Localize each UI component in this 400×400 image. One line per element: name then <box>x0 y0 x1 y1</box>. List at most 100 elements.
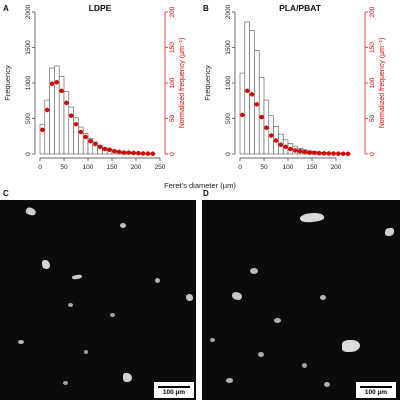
y2-tick-label: 50 <box>369 115 376 123</box>
normalized-point <box>83 134 88 140</box>
normalized-point <box>273 138 279 143</box>
x-tick-label: 150 <box>107 164 118 171</box>
normalized-point <box>150 151 156 156</box>
particle <box>120 223 126 228</box>
normalized-point <box>316 150 322 156</box>
normalized-point <box>345 151 351 157</box>
normalized-point <box>59 88 64 94</box>
normalized-point <box>88 138 93 144</box>
normalized-point <box>131 150 136 156</box>
x-tick-label: 0 <box>238 164 242 171</box>
particle <box>25 206 37 217</box>
normalized-point <box>264 125 269 130</box>
normalized-point <box>112 148 117 154</box>
normalized-point <box>40 127 45 133</box>
x-tick-label: 250 <box>155 164 166 171</box>
normalized-point <box>140 151 146 156</box>
normalized-point <box>92 141 98 147</box>
chart-title: PLA/PBAT <box>279 3 322 13</box>
x-tick-label: 50 <box>60 164 68 171</box>
histogram-bar <box>58 76 65 155</box>
y2-tick-label: 150 <box>169 42 176 53</box>
particle <box>324 382 330 387</box>
y-tick-label: 2000 <box>25 4 32 19</box>
particle <box>342 340 360 352</box>
normalized-point <box>292 148 298 153</box>
y2-axis-label: Normalized frequency (µm⁻¹) <box>379 38 386 129</box>
particle <box>274 318 281 323</box>
chart-title: LDPE <box>89 3 112 13</box>
normalized-point <box>68 113 74 118</box>
y-tick-label: 1000 <box>25 75 32 90</box>
x-tick-label: 50 <box>260 164 268 171</box>
panel-letter-c: C <box>3 189 9 198</box>
x-tick-label: 150 <box>307 164 318 171</box>
normalized-point <box>312 150 317 156</box>
histogram-bar <box>49 67 55 155</box>
particle <box>110 313 115 317</box>
scale-bar-label: 100 µm <box>364 389 388 396</box>
normalized-point <box>240 112 245 118</box>
normalized-point <box>326 151 332 156</box>
y-tick-label: 500 <box>225 113 232 124</box>
x-tick-label: 0 <box>38 164 42 171</box>
panel-letter-b: B <box>203 4 209 13</box>
normalized-point <box>97 144 103 150</box>
particle <box>385 228 394 236</box>
y-tick-label: 2000 <box>225 4 232 19</box>
particle <box>302 363 307 368</box>
y-axis-label: Frequency <box>3 65 12 101</box>
normalized-point <box>283 144 288 150</box>
normalized-point <box>268 133 274 138</box>
normalized-point <box>73 121 79 127</box>
y2-tick-label: 150 <box>369 42 376 53</box>
normalized-point <box>307 150 312 155</box>
normalized-point <box>44 107 50 113</box>
particle <box>63 381 68 385</box>
normalized-point <box>278 142 284 148</box>
panel-letter-d: D <box>203 189 209 198</box>
histogram-bar <box>244 21 250 155</box>
normalized-point <box>107 147 112 152</box>
y2-axis-label: Normalized frequency (µm⁻¹) <box>179 38 186 129</box>
scale-bar: 100 µm <box>154 382 194 398</box>
micrograph-ldpe: 100 µm <box>0 200 196 400</box>
scale-bar-label: 100 µm <box>162 389 186 396</box>
particle <box>258 352 264 357</box>
particle <box>18 340 24 344</box>
shared-x-axis-label: Feret’s diameter (µm) <box>164 181 236 190</box>
normalized-point <box>64 100 69 106</box>
y2-tick-label: 200 <box>169 6 176 17</box>
normalized-point <box>145 151 151 156</box>
particle <box>320 295 326 300</box>
particle <box>123 373 132 382</box>
particle <box>226 378 233 383</box>
normalized-point <box>249 92 255 97</box>
x-tick-label: 100 <box>283 164 294 171</box>
normalized-point <box>336 151 341 156</box>
particle <box>210 338 215 342</box>
normalized-point <box>259 114 264 120</box>
y2-tick-label: 100 <box>169 77 176 88</box>
normalized-point <box>254 102 260 107</box>
y2-tick-label: 200 <box>369 6 376 17</box>
x-tick-label: 100 <box>83 164 94 171</box>
normalized-point <box>136 150 141 156</box>
normalized-point <box>121 150 127 155</box>
normalized-point <box>302 149 308 155</box>
normalized-point <box>288 146 293 152</box>
particle <box>155 278 160 283</box>
particle <box>250 268 258 274</box>
normalized-point <box>116 149 122 155</box>
normalized-point <box>54 80 60 85</box>
particle <box>299 211 325 224</box>
y-tick-label: 0 <box>225 152 232 156</box>
x-tick-label: 200 <box>331 164 342 171</box>
normalized-point <box>340 151 346 156</box>
particle <box>232 292 242 300</box>
y-tick-label: 1000 <box>225 75 232 90</box>
y-tick-label: 500 <box>25 113 32 124</box>
y2-tick-label: 0 <box>369 152 376 156</box>
normalized-point <box>244 88 250 94</box>
